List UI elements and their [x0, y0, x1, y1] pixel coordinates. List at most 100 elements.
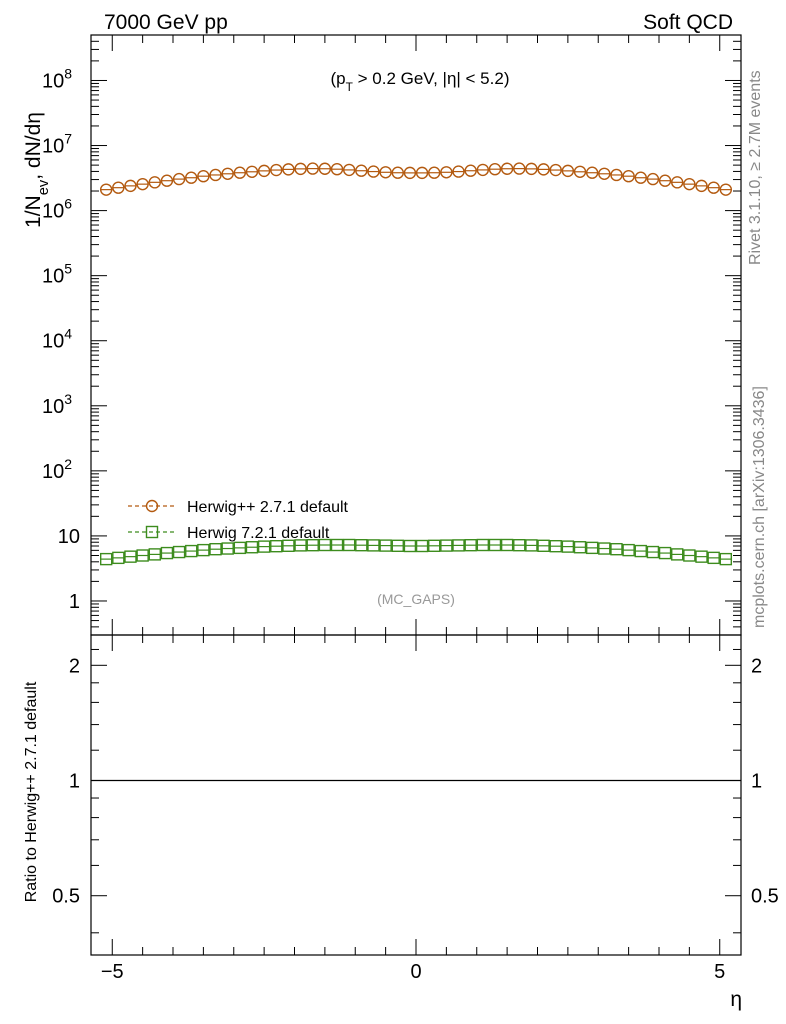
main-panel: 1 10 102 103 104 105 106 107 108 1/Nev, dN/dη (p… [22, 34, 742, 636]
legend: Herwig++ 2.7.1 default Herwig 7.2.1 defa… [128, 499, 349, 542]
data-point [185, 544, 198, 558]
ratio-axis-ticks [91, 635, 741, 955]
data-point [282, 163, 295, 176]
ratio-ytick-label: 2 [69, 655, 80, 677]
data-point [330, 538, 344, 552]
data-point [549, 163, 562, 177]
main-ytick-label: 107 [42, 131, 72, 158]
legend-label-herwig7: Herwig 7.2.1 default [187, 525, 330, 542]
ratio-ytick-label-right: 2 [751, 655, 762, 677]
data-point [379, 539, 392, 552]
data-point [622, 169, 635, 183]
legend-marker-herwigpp [145, 499, 159, 513]
data-point [197, 543, 210, 557]
data-point [99, 183, 113, 196]
ratio-ytick-label-right: 1 [751, 771, 762, 793]
data-point [330, 162, 344, 176]
data-point [500, 162, 514, 175]
data-point [561, 540, 575, 553]
data-point [99, 552, 113, 566]
data-point [209, 542, 222, 556]
main-ytick-label: 1 [69, 591, 80, 613]
data-point [172, 545, 186, 559]
ratio-ytick-label: 1 [69, 771, 80, 793]
data-point [598, 542, 611, 555]
data-point [671, 548, 684, 561]
data-point [270, 539, 283, 553]
data-point [306, 162, 319, 175]
data-point [124, 550, 137, 563]
data-point [658, 174, 672, 187]
legend-label-herwigpp: Herwig++ 2.7.1 default [187, 499, 349, 516]
legend-entry-herwigpp: Herwig++ 2.7.1 default [128, 499, 349, 516]
x-axis-label: η [730, 988, 742, 1011]
data-point [245, 165, 259, 178]
data-point [379, 166, 392, 179]
xtick-label: −5 [101, 961, 124, 983]
data-point [318, 162, 332, 175]
main-ytick-label: 10 [58, 526, 80, 548]
data-point [525, 162, 538, 176]
data-point [719, 183, 733, 196]
series-herwig7 [99, 538, 733, 566]
data-point [233, 166, 247, 179]
data-point [488, 162, 502, 176]
data-point [148, 176, 161, 189]
main-ytick-label: 105 [42, 261, 72, 288]
data-point [209, 168, 222, 182]
data-point [172, 172, 186, 186]
data-point [342, 163, 356, 177]
data-point [622, 543, 635, 557]
main-ytick-label: 106 [42, 196, 72, 223]
main-y-tick-labels: 1 10 102 103 104 105 106 107 108 [42, 65, 80, 613]
main-axis-ticks [91, 34, 741, 636]
data-point [233, 541, 247, 555]
data-point [355, 538, 368, 552]
data-point [452, 165, 465, 178]
data-point [537, 539, 550, 552]
data-point [160, 546, 174, 560]
data-point [573, 165, 587, 178]
main-ytick-label: 108 [42, 65, 72, 92]
main-ytick-label: 103 [42, 391, 72, 418]
data-point [634, 171, 647, 184]
data-point [610, 542, 623, 556]
data-point [561, 164, 575, 178]
main-y-axis-label: 1/Nev, dN/dη [22, 112, 52, 228]
data-point [585, 166, 599, 179]
data-point [136, 549, 149, 562]
data-point [464, 538, 477, 552]
data-point [707, 551, 720, 565]
data-point [294, 162, 307, 176]
data-point [525, 539, 538, 552]
data-point [318, 538, 332, 552]
data-point [513, 538, 526, 552]
data-point [257, 540, 271, 553]
series-layer [99, 162, 733, 566]
ratio-y-axis-label: Ratio to Herwig++ 2.7.1 default [23, 681, 40, 902]
data-point [646, 545, 660, 559]
data-point [391, 539, 404, 552]
data-point [428, 166, 441, 179]
data-point [367, 539, 380, 552]
data-point [452, 539, 465, 552]
data-point [683, 549, 696, 562]
data-point [500, 538, 514, 552]
data-point [415, 166, 429, 180]
data-point [610, 168, 623, 182]
data-point [270, 163, 283, 177]
xtick-label: 0 [410, 961, 421, 983]
data-point [428, 539, 441, 552]
data-point [294, 539, 307, 552]
analysis-watermark: (MC_GAPS) [377, 591, 455, 607]
data-point [476, 163, 490, 177]
ratio-tick-labels: 0.5 0.5 1 1 2 2 −5 0 5 [52, 655, 779, 983]
data-point [245, 541, 259, 554]
data-point [403, 539, 417, 553]
data-point [124, 179, 137, 193]
data-point [537, 163, 550, 176]
data-point [585, 541, 599, 555]
data-point [221, 542, 234, 555]
data-point [695, 179, 708, 193]
